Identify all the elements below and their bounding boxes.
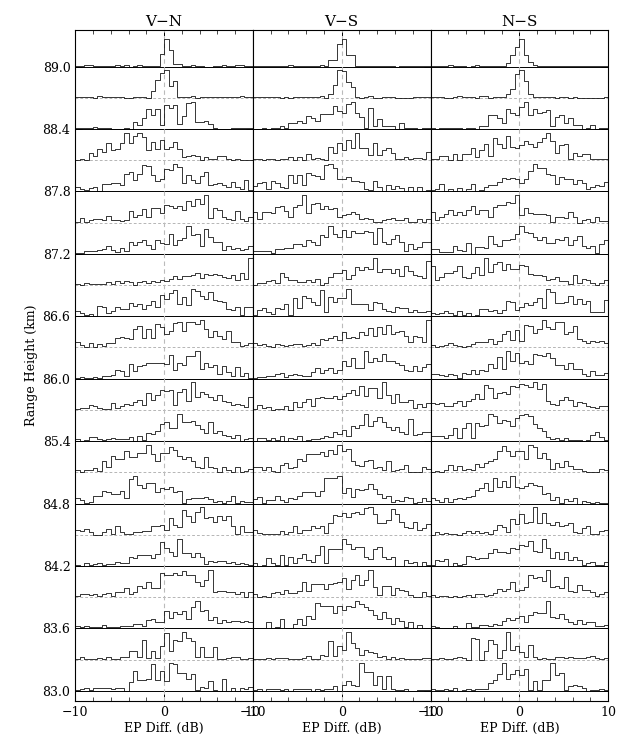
Y-axis label: Range Height (km): Range Height (km) (25, 305, 38, 427)
Title: V−S: V−S (325, 15, 359, 29)
X-axis label: EP Diff. (dB): EP Diff. (dB) (480, 722, 559, 735)
Title: V−N: V−N (145, 15, 182, 29)
X-axis label: EP Diff. (dB): EP Diff. (dB) (124, 722, 204, 735)
X-axis label: EP Diff. (dB): EP Diff. (dB) (302, 722, 381, 735)
Title: N−S: N−S (501, 15, 537, 29)
